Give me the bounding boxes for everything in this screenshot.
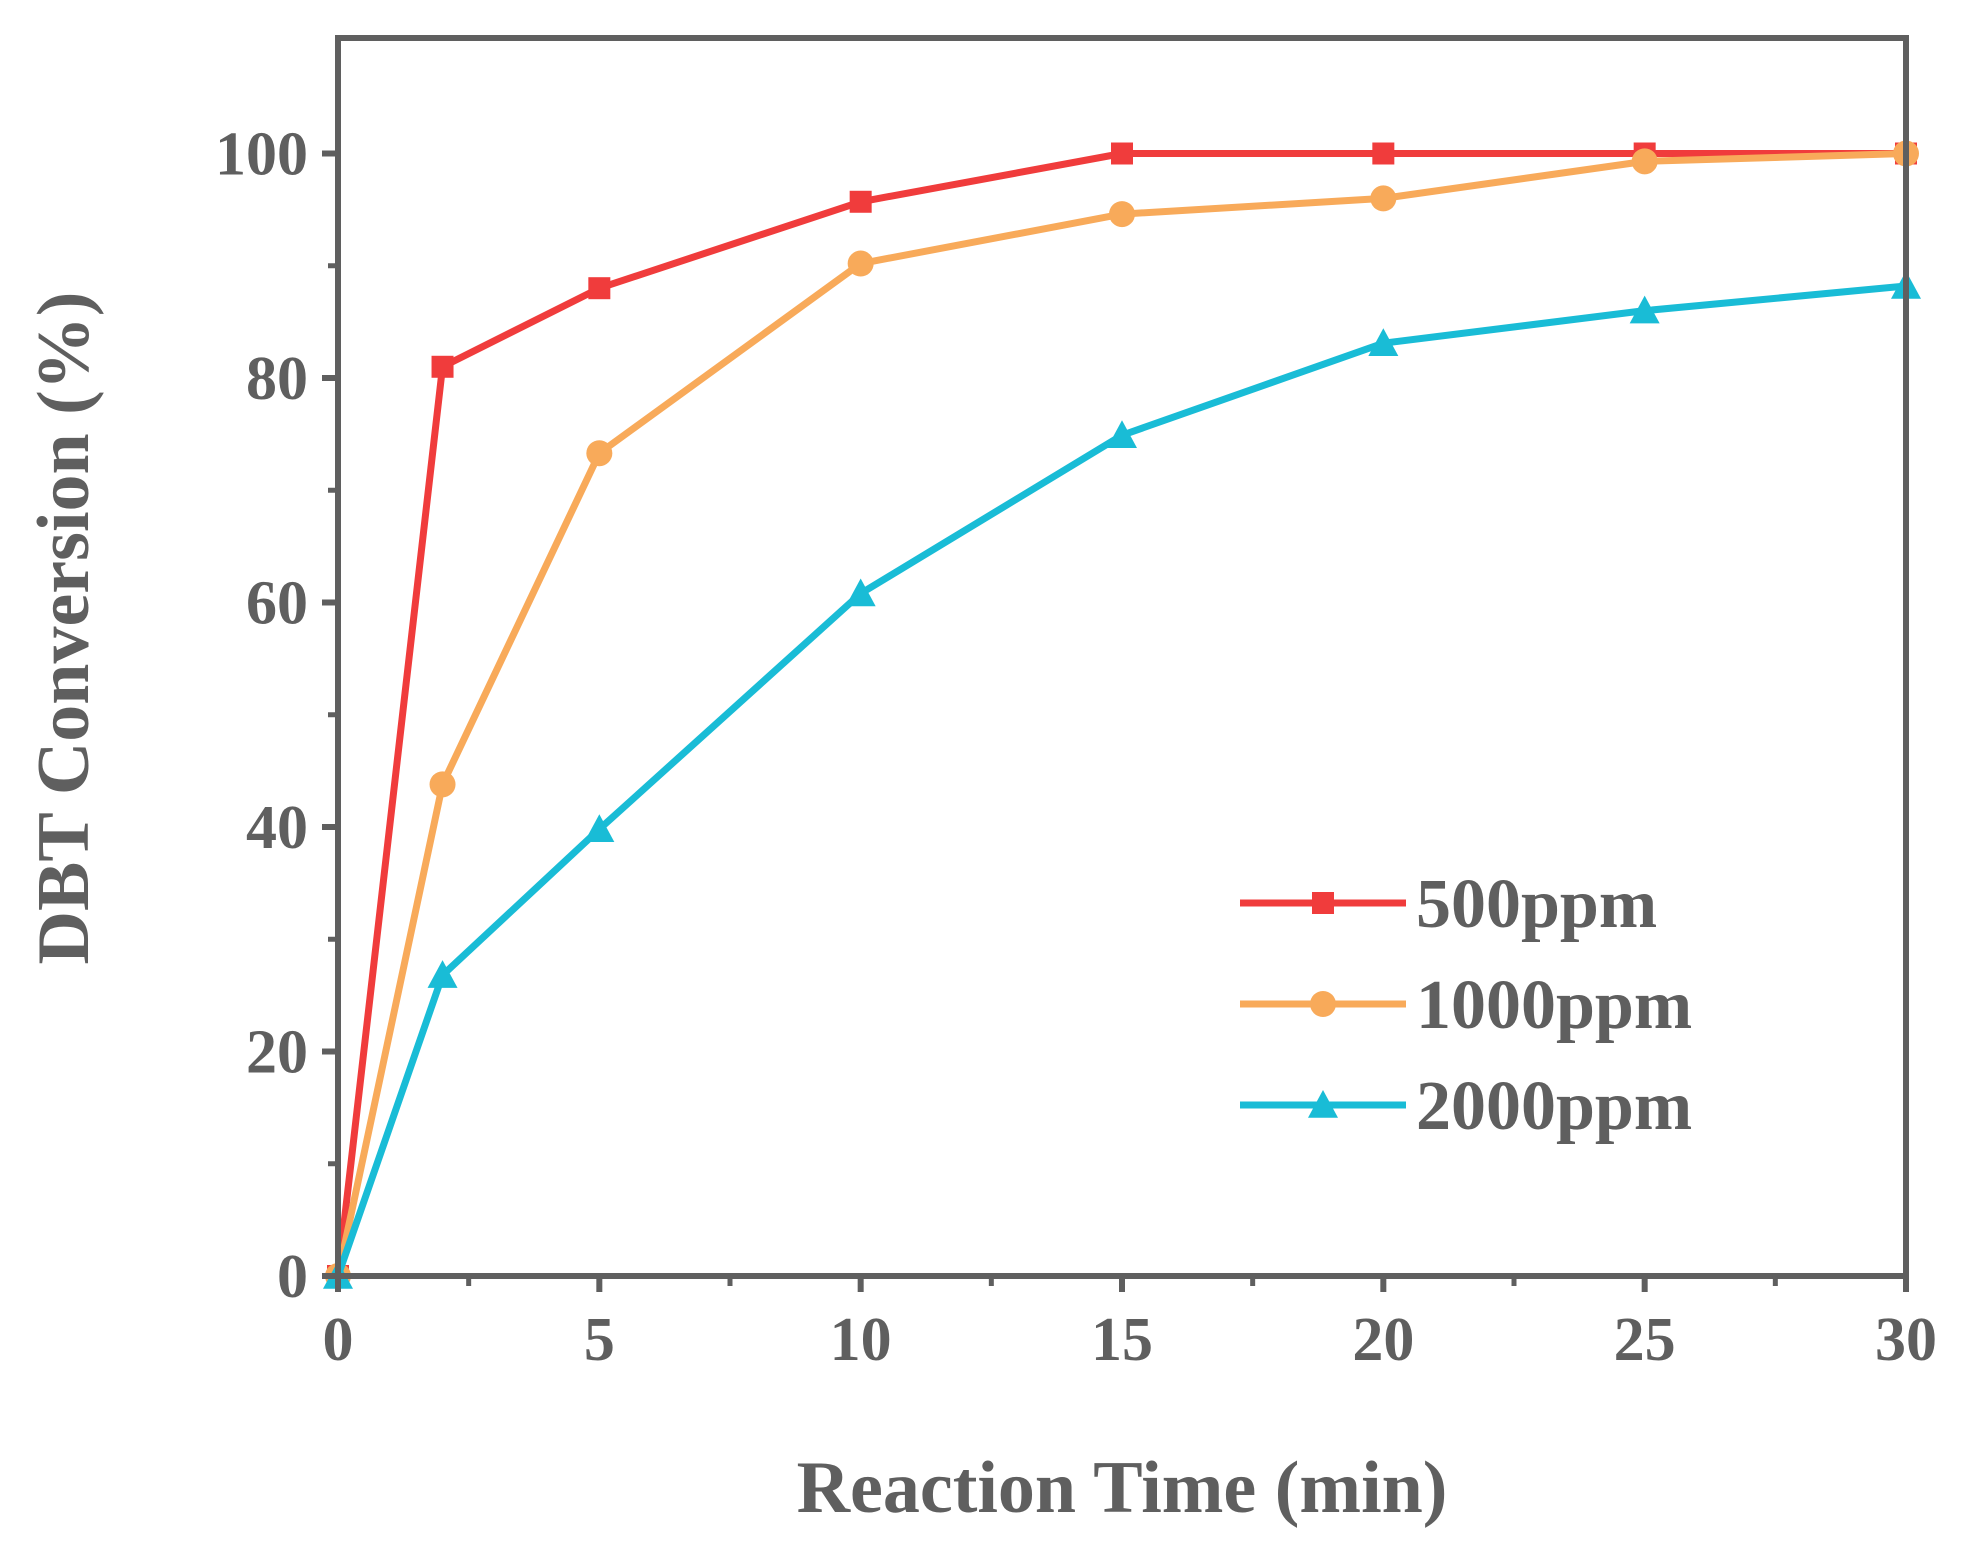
data-point <box>431 355 454 378</box>
data-point <box>1107 420 1137 448</box>
x-tick-label: 25 <box>1614 1306 1676 1374</box>
y-tick-label: 0 <box>277 1243 308 1311</box>
x-tick-label: 10 <box>830 1306 892 1374</box>
series-layer <box>323 140 1921 1289</box>
data-point <box>1109 201 1135 228</box>
y-tick-label: 40 <box>246 794 308 862</box>
legend-marker <box>1308 1090 1338 1118</box>
data-point <box>849 190 872 213</box>
y-tick-label: 100 <box>215 121 308 189</box>
legend-item: 2000ppm <box>1240 1068 1692 1145</box>
data-point <box>1368 328 1399 356</box>
legend-label: 2000ppm <box>1416 1068 1692 1145</box>
x-tick-label: 5 <box>584 1306 615 1374</box>
legend: 500ppm 1000ppm 2000ppm <box>1240 866 1692 1145</box>
data-point <box>1372 142 1395 165</box>
data-point <box>584 814 615 842</box>
data-point <box>1370 185 1397 212</box>
x-axis-title: Reaction Time (min) <box>797 1447 1448 1529</box>
legend-label: 500ppm <box>1416 866 1657 943</box>
series-line <box>334 282 1907 1278</box>
data-point <box>429 771 456 798</box>
data-point <box>427 960 458 988</box>
legend-marker <box>1312 892 1334 914</box>
legend-marker <box>1310 991 1336 1017</box>
legend-item: 500ppm <box>1240 866 1657 943</box>
y-axis-title: DBT Conversion (%) <box>23 292 105 965</box>
data-point <box>588 277 611 300</box>
series-line <box>334 150 1907 1277</box>
x-tick-label: 30 <box>1875 1306 1937 1374</box>
series-line <box>334 150 1906 1277</box>
y-tick-label: 80 <box>246 345 308 413</box>
data-point <box>1111 142 1133 165</box>
y-tick-label: 60 <box>246 570 308 638</box>
tick-layer: 0 5 10 15 20 25 30 0 20 40 60 80 100 <box>215 121 1937 1375</box>
x-tick-label: 20 <box>1352 1306 1414 1374</box>
data-point <box>845 578 876 607</box>
legend-label: 1000ppm <box>1416 967 1692 1044</box>
data-point <box>1631 148 1658 175</box>
data-point <box>1629 295 1660 324</box>
data-point <box>586 440 613 467</box>
y-tick-label: 20 <box>246 1019 308 1087</box>
series-2000ppm <box>323 270 1921 1289</box>
data-point <box>847 250 874 277</box>
x-tick-label: 15 <box>1091 1306 1153 1374</box>
legend-item: 1000ppm <box>1240 967 1692 1044</box>
x-tick-label: 0 <box>323 1306 354 1374</box>
